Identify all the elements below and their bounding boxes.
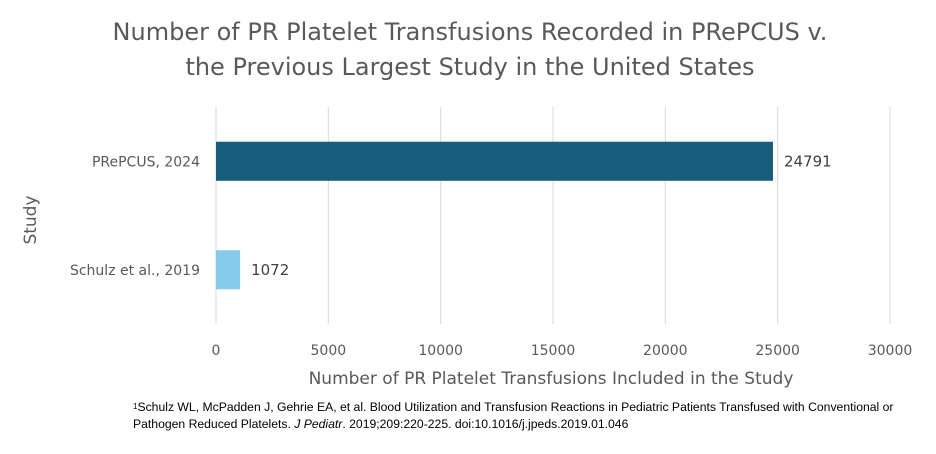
footnote: 1Schulz WL, McPadden J, Gehrie EA, et al…	[133, 399, 913, 433]
chart-title-line-1: Number of PR Platelet Transfusions Recor…	[113, 18, 828, 46]
footnote-citation: . 2019;209:220-225. doi:10.1016/j.jpeds.…	[342, 417, 629, 431]
x-tick-labels: 0 5000 10000 15000 20000 25000 30000	[212, 343, 913, 359]
data-labels: 24791 1072	[251, 152, 832, 279]
x-tick-label-2: 10000	[418, 343, 463, 359]
x-tick-label-4: 20000	[643, 343, 688, 359]
category-labels: PRePCUS, 2024 Schulz et al., 2019	[70, 154, 200, 279]
x-tick-label-3: 15000	[531, 343, 576, 359]
x-tick-label-6: 30000	[868, 343, 913, 359]
bars	[216, 141, 773, 290]
footnote-marker: 1	[133, 402, 138, 411]
bar-0	[216, 141, 773, 181]
bar-chart: Number of PR Platelet Transfusions Recor…	[21, 18, 913, 389]
x-tick-label-1: 5000	[311, 343, 347, 359]
data-label-0: 24791	[784, 152, 832, 170]
bar-1	[216, 250, 241, 290]
chart-title-line-2: the Previous Largest Study in the United…	[185, 53, 754, 81]
category-label-1: Schulz et al., 2019	[70, 263, 200, 279]
category-label-0: PRePCUS, 2024	[92, 154, 200, 170]
x-tick-label-5: 25000	[755, 343, 800, 359]
data-label-1: 1072	[251, 261, 289, 279]
x-axis-title: Number of PR Platelet Transfusions Inclu…	[309, 369, 794, 389]
footnote-text: Schulz WL, McPadden J, Gehrie EA, et al.…	[133, 400, 894, 431]
gridlines	[215, 107, 891, 324]
footnote-journal: J Pediatr	[294, 417, 343, 431]
x-tick-label-0: 0	[212, 343, 221, 359]
y-axis-title: Study	[21, 195, 41, 244]
